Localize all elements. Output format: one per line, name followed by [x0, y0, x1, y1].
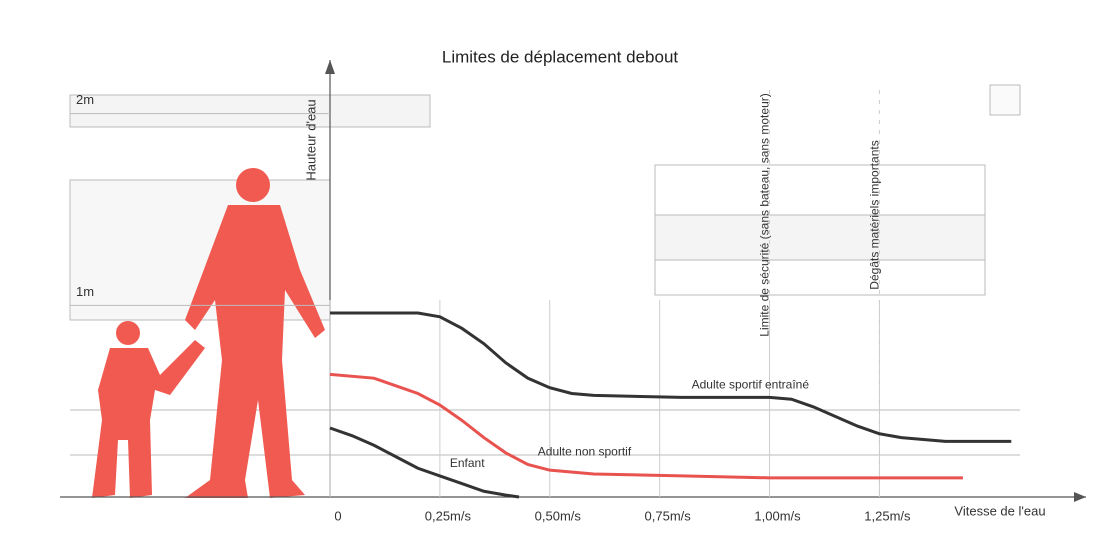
annotation: Dégâts matériels importants — [868, 140, 882, 289]
x-tick-label: 0 — [334, 508, 341, 523]
annotation: Limite de sécurité (sans bateau, sans mo… — [758, 93, 772, 336]
x-tick-label: 0,25m/s — [425, 508, 472, 523]
x-tick-label: 1,00m/s — [754, 508, 801, 523]
series-line — [330, 374, 963, 478]
chart: Limites de déplacement debout Hauteur d'… — [0, 0, 1107, 538]
x-tick-label: 1,25m/s — [864, 508, 911, 523]
series-label: Adulte sportif entraîné — [692, 378, 810, 392]
series-label: Adulte non sportif — [538, 445, 632, 459]
series-label: Enfant — [450, 456, 485, 470]
chart-title: Limites de déplacement debout — [442, 47, 679, 66]
y-axis-label: Hauteur d'eau — [303, 99, 318, 180]
series-line — [330, 313, 1011, 441]
x-tick-label: 0,75m/s — [645, 508, 692, 523]
x-tick-label: 0,50m/s — [535, 508, 582, 523]
y-axis-arrow — [325, 60, 335, 74]
y-tick-label: 1m — [76, 284, 94, 299]
y-tick-label: 2m — [76, 92, 94, 107]
x-axis-label: Vitesse de l'eau — [954, 503, 1045, 518]
series-line — [330, 428, 519, 497]
x-axis-arrow — [1074, 492, 1086, 502]
